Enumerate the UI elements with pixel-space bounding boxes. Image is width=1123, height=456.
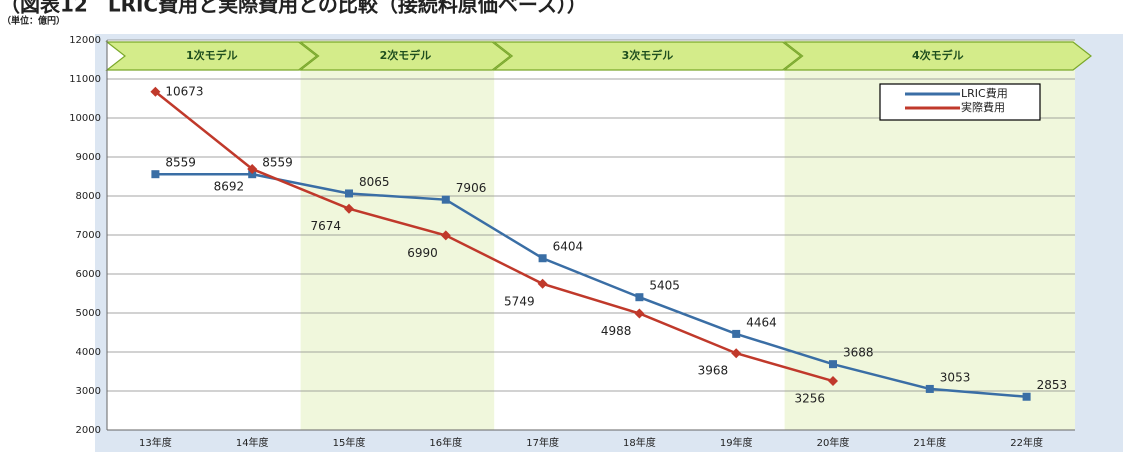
- y-tick-label: 10000: [69, 113, 101, 124]
- point: [150, 86, 161, 97]
- legend-label: LRIC費用: [961, 86, 1008, 100]
- y-tick-label: 2000: [76, 425, 101, 436]
- y-tick-label: 5000: [76, 308, 101, 319]
- x-tick-label: 15年度: [333, 436, 366, 449]
- data-label: 5749: [504, 294, 535, 308]
- data-label: 3256: [794, 392, 825, 406]
- phase-arrow: [782, 41, 1092, 71]
- y-tick-label: 12000: [69, 35, 101, 46]
- data-label: 3053: [940, 370, 971, 384]
- x-tick-label: 17年度: [526, 436, 559, 449]
- phase-label: 4次モデル: [912, 48, 964, 62]
- point: [538, 254, 547, 263]
- data-label: 6990: [407, 246, 438, 260]
- phase-label: 3次モデル: [622, 48, 674, 62]
- series-line: [154, 90, 834, 383]
- point: [732, 329, 741, 338]
- x-tick-label: 21年度: [913, 436, 946, 449]
- y-tick-label: 6000: [76, 269, 101, 280]
- point: [828, 376, 838, 387]
- data-label: 6404: [553, 240, 584, 254]
- series-line: [155, 172, 1027, 398]
- x-tick-label: 20年度: [817, 436, 850, 449]
- data-label: 4464: [746, 315, 777, 329]
- y-tick-label: 8000: [76, 191, 101, 202]
- x-tick-label: 13年度: [139, 436, 172, 449]
- data-label: 3968: [698, 364, 729, 378]
- y-tick-label: 11000: [69, 74, 101, 85]
- phase-arrow: [105, 41, 318, 71]
- point: [731, 348, 742, 359]
- data-label: 10673: [165, 84, 203, 98]
- phase-label: 2次モデル: [380, 48, 432, 62]
- x-tick-label: 19年度: [720, 436, 753, 449]
- data-label: 5405: [649, 279, 680, 293]
- phase-label: 1次モデル: [186, 48, 238, 62]
- data-label: 4988: [601, 324, 632, 338]
- point: [635, 293, 644, 302]
- unit-label: （単位：億円）: [2, 15, 65, 27]
- phase-arrow: [492, 41, 802, 71]
- point: [829, 360, 837, 369]
- x-tick-label: 16年度: [429, 436, 462, 449]
- legend-box: [879, 83, 1041, 121]
- y-tick-label: 3000: [76, 386, 101, 397]
- phase-arrow: [298, 41, 512, 71]
- point: [1022, 392, 1031, 401]
- y-tick-label: 9000: [76, 152, 101, 163]
- data-label: 8559: [262, 156, 293, 170]
- y-tick-label: 4000: [76, 347, 101, 358]
- data-label: 3688: [843, 346, 874, 360]
- data-label: 7674: [310, 219, 341, 233]
- point: [634, 308, 645, 319]
- point: [925, 384, 934, 393]
- point: [344, 203, 354, 214]
- point: [537, 278, 548, 289]
- x-tick-label: 18年度: [623, 436, 656, 449]
- x-tick-label: 22年度: [1010, 436, 1043, 449]
- data-label: 8065: [359, 175, 390, 189]
- point: [151, 170, 160, 179]
- x-tick-label: 14年度: [236, 436, 269, 449]
- point: [441, 195, 450, 204]
- data-label: 7906: [456, 181, 487, 195]
- point: [247, 164, 258, 175]
- legend-label: 実際費用: [961, 100, 1005, 114]
- point: [248, 170, 257, 179]
- y-tick-label: 7000: [76, 230, 101, 241]
- point: [345, 189, 353, 198]
- chart-title: （図表12 LRIC費用と実際費用との比較（接続料原価ベース））: [0, 0, 587, 17]
- data-label: 8692: [214, 180, 245, 194]
- data-label: 8559: [165, 156, 196, 170]
- point: [440, 230, 451, 241]
- data-label: 2853: [1037, 378, 1068, 392]
